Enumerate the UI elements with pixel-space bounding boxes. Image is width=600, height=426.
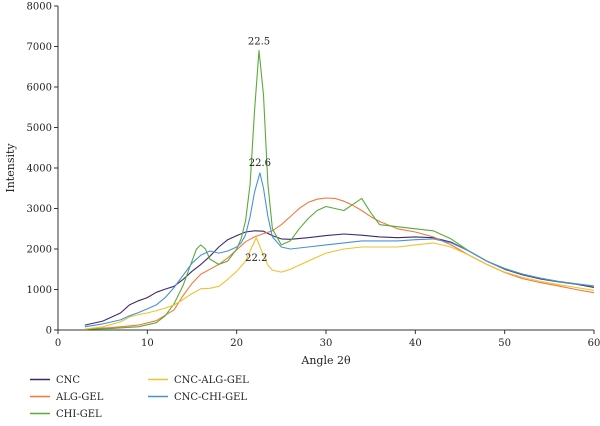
y-tick-label: 8000 bbox=[27, 2, 52, 13]
x-tick-label: 10 bbox=[141, 338, 154, 349]
x-axis-title: Angle 2θ bbox=[300, 354, 351, 367]
axes: 0 10 20 30 40 50 60 0 1000 2000 3000 4000 5000 6000 70… bbox=[4, 2, 600, 368]
peak-label: 22.2 bbox=[245, 253, 267, 264]
x-tick-label: 40 bbox=[409, 338, 422, 349]
peak-label: 22.6 bbox=[249, 158, 271, 169]
series-line-cnc bbox=[84, 230, 595, 326]
y-axis-title: Intensity bbox=[4, 143, 17, 193]
y-tick-label: 3000 bbox=[27, 204, 52, 215]
y-tick-label: 6000 bbox=[27, 83, 52, 94]
y-tick-label: 5000 bbox=[27, 123, 52, 134]
x-tick-label: 50 bbox=[498, 338, 511, 349]
series-layer bbox=[84, 50, 595, 330]
x-tick-label: 60 bbox=[588, 338, 600, 349]
series-line-cnc-chi-gel bbox=[84, 172, 595, 328]
peak-label: 22.5 bbox=[248, 36, 270, 47]
legend-label: CNC bbox=[56, 375, 80, 386]
legend: CNC ALG-GEL CHI-GEL CNC-ALG-GEL CNC-CHI-GEL bbox=[30, 375, 249, 420]
series-line-chi-gel bbox=[84, 50, 595, 330]
y-tick-label: 1000 bbox=[27, 285, 52, 296]
y-tick-label: 0 bbox=[46, 326, 52, 337]
series-line-cnc-alg-gel bbox=[84, 237, 595, 330]
x-tick-label: 0 bbox=[55, 338, 61, 349]
y-tick-label: 4000 bbox=[27, 164, 52, 175]
legend-label: CNC-CHI-GEL bbox=[174, 392, 247, 403]
x-tick-label: 30 bbox=[320, 338, 333, 349]
legend-label: ALG-GEL bbox=[55, 392, 104, 403]
legend-label: CNC-ALG-GEL bbox=[174, 375, 249, 386]
annotation-layer: 22.5 22.6 22.2 bbox=[245, 36, 271, 264]
y-tick-label: 2000 bbox=[27, 245, 52, 256]
x-tick-label: 20 bbox=[230, 338, 243, 349]
legend-label: CHI-GEL bbox=[56, 409, 102, 420]
y-tick-label: 7000 bbox=[27, 42, 52, 53]
